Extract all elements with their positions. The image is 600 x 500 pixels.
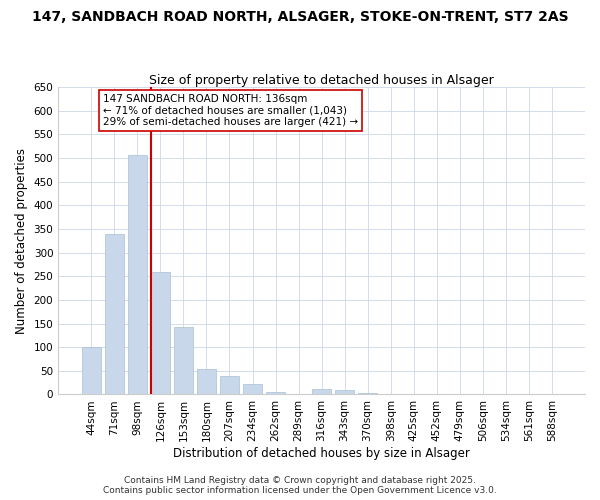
Bar [358,393,377,394]
Bar [105,234,124,394]
Bar [220,376,239,394]
Bar [82,347,101,395]
Bar [313,390,331,394]
Y-axis label: Number of detached properties: Number of detached properties [15,148,28,334]
Bar [174,327,193,394]
Bar [128,154,146,394]
X-axis label: Distribution of detached houses by size in Alsager: Distribution of detached houses by size … [173,447,470,460]
Text: 147, SANDBACH ROAD NORTH, ALSAGER, STOKE-ON-TRENT, ST7 2AS: 147, SANDBACH ROAD NORTH, ALSAGER, STOKE… [32,10,568,24]
Bar [197,370,215,394]
Bar [243,384,262,394]
Bar [335,390,354,394]
Bar [151,272,170,394]
Bar [266,392,285,394]
Title: Size of property relative to detached houses in Alsager: Size of property relative to detached ho… [149,74,494,87]
Text: Contains HM Land Registry data © Crown copyright and database right 2025.
Contai: Contains HM Land Registry data © Crown c… [103,476,497,495]
Text: 147 SANDBACH ROAD NORTH: 136sqm
← 71% of detached houses are smaller (1,043)
29%: 147 SANDBACH ROAD NORTH: 136sqm ← 71% of… [103,94,358,128]
